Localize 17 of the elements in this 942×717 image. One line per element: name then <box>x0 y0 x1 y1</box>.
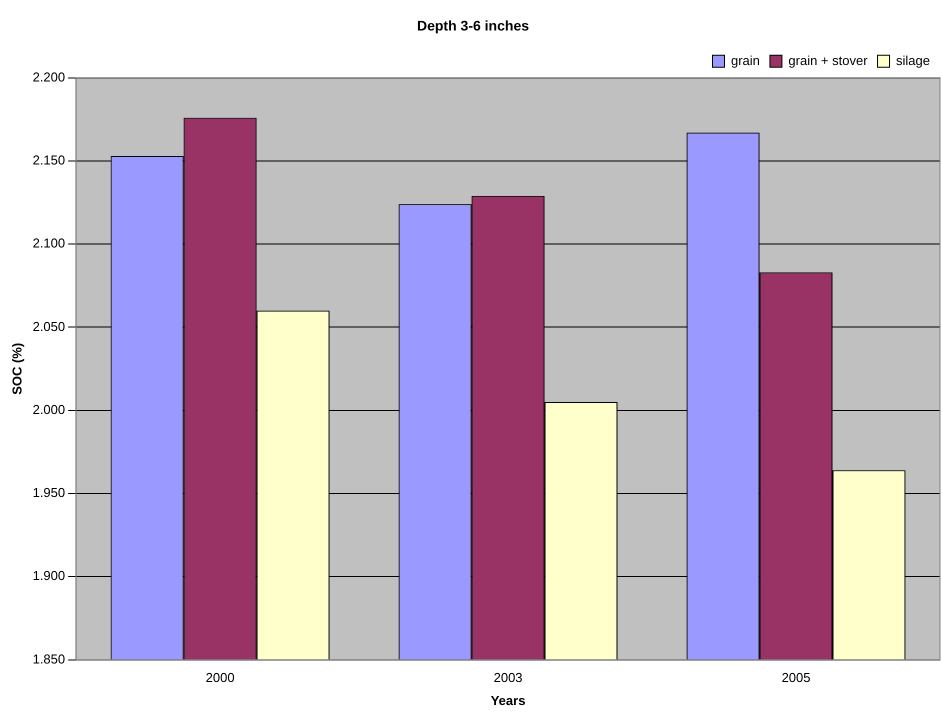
y-tick-label: 2.200 <box>32 69 66 84</box>
y-tick-label: 1.950 <box>32 485 66 500</box>
y-tick-label: 1.900 <box>32 568 66 584</box>
chart-title: Depth 3-6 inches <box>416 17 530 34</box>
x-axis-title: Years <box>490 692 526 708</box>
y-axis-title: SOC (%) <box>9 342 24 395</box>
y-tick-label: 1.850 <box>32 651 66 666</box>
legend-label: grain + stover <box>788 52 868 68</box>
y-tick-label: 2.150 <box>32 152 66 168</box>
x-tick-label: 2000 <box>206 670 235 686</box>
legend-label: silage <box>896 52 930 68</box>
x-tick-label: 2003 <box>494 670 523 686</box>
y-tick-label: 2.000 <box>32 402 66 417</box>
y-tick-label: 2.100 <box>32 236 66 251</box>
legend-label: grain <box>731 52 760 68</box>
y-tick-label: 2.050 <box>32 318 66 334</box>
x-tick-label: 2005 <box>782 670 810 686</box>
